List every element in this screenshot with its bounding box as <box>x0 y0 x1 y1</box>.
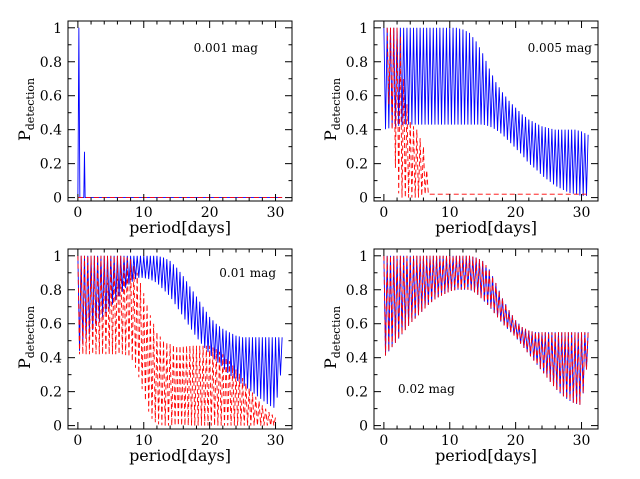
y-tick-label: 0.4 <box>40 351 62 367</box>
x-tick-label: 30 <box>573 433 591 449</box>
panel-bottom-left: 0 10 20 30 0 0.2 0.4 0.6 0.8 1 0.01 mag period[da… <box>15 248 293 465</box>
axis-ticks: 0 10 20 30 0 0.2 0.4 0.6 0.8 1 <box>40 249 292 449</box>
y-tick-label: 0.6 <box>40 317 62 333</box>
y-tick-label: 1 <box>359 249 368 265</box>
y-tick-label: 0 <box>53 191 62 207</box>
y-label-p: P <box>321 130 340 141</box>
x-tick-label: 30 <box>573 205 591 221</box>
axis-ticks: 0 10 20 30 0 0.2 0.4 0.6 0.8 1 <box>346 21 598 221</box>
y-axis-label-main: Pdetection <box>15 306 37 369</box>
series-dashed-line <box>77 255 276 426</box>
y-tick-label: 0.2 <box>346 157 368 173</box>
x-tick-label: 30 <box>267 205 285 221</box>
y-tick-label: 0.8 <box>40 283 62 299</box>
data-lines <box>77 27 283 199</box>
y-tick-label: 0.4 <box>346 351 368 367</box>
y-axis-label-main: Pdetection <box>15 78 37 141</box>
y-label-subscript: detection <box>330 78 343 130</box>
y-axis-label: Pdetection <box>15 306 37 369</box>
x-tick-label: 0 <box>379 433 388 449</box>
y-label-p: P <box>15 130 34 141</box>
x-axis-label: period[days] <box>435 446 537 465</box>
x-tick-label: 30 <box>267 433 285 449</box>
y-tick-label: 0 <box>53 419 62 435</box>
series-dashed-line <box>386 27 589 198</box>
data-lines <box>383 255 589 405</box>
magnitude-annotation: 0.005 mag <box>528 41 593 55</box>
y-label-p: P <box>321 358 340 369</box>
y-tick-label: 1 <box>359 21 368 37</box>
plot-frame <box>373 248 599 430</box>
y-tick-label: 0.2 <box>40 385 62 401</box>
x-tick-label: 20 <box>507 205 525 221</box>
y-axis-label-main: Pdetection <box>321 78 343 141</box>
y-tick-label: 0 <box>359 191 368 207</box>
magnitude-annotation: 0.02 mag <box>398 382 455 396</box>
plot-frame <box>67 20 293 202</box>
axis-ticks: 0 10 20 30 0 0.2 0.4 0.6 0.8 1 <box>346 249 598 449</box>
y-axis-label: Pdetection <box>15 78 37 141</box>
y-tick-label: 0.4 <box>40 123 62 139</box>
plot-frame <box>67 248 293 430</box>
y-tick-label: 0.2 <box>346 385 368 401</box>
x-tick-label: 20 <box>201 205 219 221</box>
y-label-subscript: detection <box>24 78 37 130</box>
x-tick-label: 10 <box>135 205 153 221</box>
x-tick-label: 10 <box>441 433 459 449</box>
x-tick-label: 10 <box>441 205 459 221</box>
y-tick-label: 1 <box>53 249 62 265</box>
x-tick-label: 10 <box>135 433 153 449</box>
y-tick-label: 0.6 <box>346 317 368 333</box>
x-axis-label: period[days] <box>435 218 537 237</box>
y-tick-label: 0 <box>359 419 368 435</box>
y-axis-label-main: Pdetection <box>321 306 343 369</box>
x-tick-label: 20 <box>507 433 525 449</box>
panel-top-left: 0 10 20 30 0 0.2 0.4 0.6 0.8 1 0.001 mag period[d… <box>15 20 293 237</box>
magnitude-annotation: 0.001 mag <box>194 41 259 55</box>
y-tick-label: 0.4 <box>346 123 368 139</box>
y-label-p: P <box>15 358 34 369</box>
series-solid-line <box>383 27 589 196</box>
y-axis-label: Pdetection <box>321 306 343 369</box>
plot-frame <box>373 20 599 202</box>
y-label-subscript: detection <box>24 306 37 358</box>
y-tick-label: 0.8 <box>40 55 62 71</box>
x-axis-label: period[days] <box>129 446 231 465</box>
y-tick-label: 0.6 <box>40 89 62 105</box>
y-axis-label: Pdetection <box>321 78 343 141</box>
y-tick-label: 0.8 <box>346 283 368 299</box>
data-lines <box>383 27 589 198</box>
x-axis-label: period[days] <box>129 218 231 237</box>
magnitude-annotation: 0.01 mag <box>219 266 276 280</box>
y-tick-label: 0.8 <box>346 55 368 71</box>
series-solid-line <box>77 255 283 408</box>
y-tick-label: 0.6 <box>346 89 368 105</box>
y-tick-label: 0.2 <box>40 157 62 173</box>
x-tick-label: 0 <box>73 205 82 221</box>
series-dashed-line <box>383 255 589 405</box>
x-tick-label: 0 <box>379 205 388 221</box>
y-label-subscript: detection <box>330 306 343 358</box>
axis-ticks: 0 10 20 30 0 0.2 0.4 0.6 0.8 1 <box>40 21 292 221</box>
y-tick-label: 1 <box>53 21 62 37</box>
panel-bottom-right: 0 10 20 30 0 0.2 0.4 0.6 0.8 1 0.02 mag period[da… <box>321 248 599 465</box>
data-lines <box>77 255 283 426</box>
x-tick-label: 0 <box>73 433 82 449</box>
panel-top-right: 0 10 20 30 0 0.2 0.4 0.6 0.8 1 0.005 mag period[d… <box>321 20 599 237</box>
x-tick-label: 20 <box>201 433 219 449</box>
